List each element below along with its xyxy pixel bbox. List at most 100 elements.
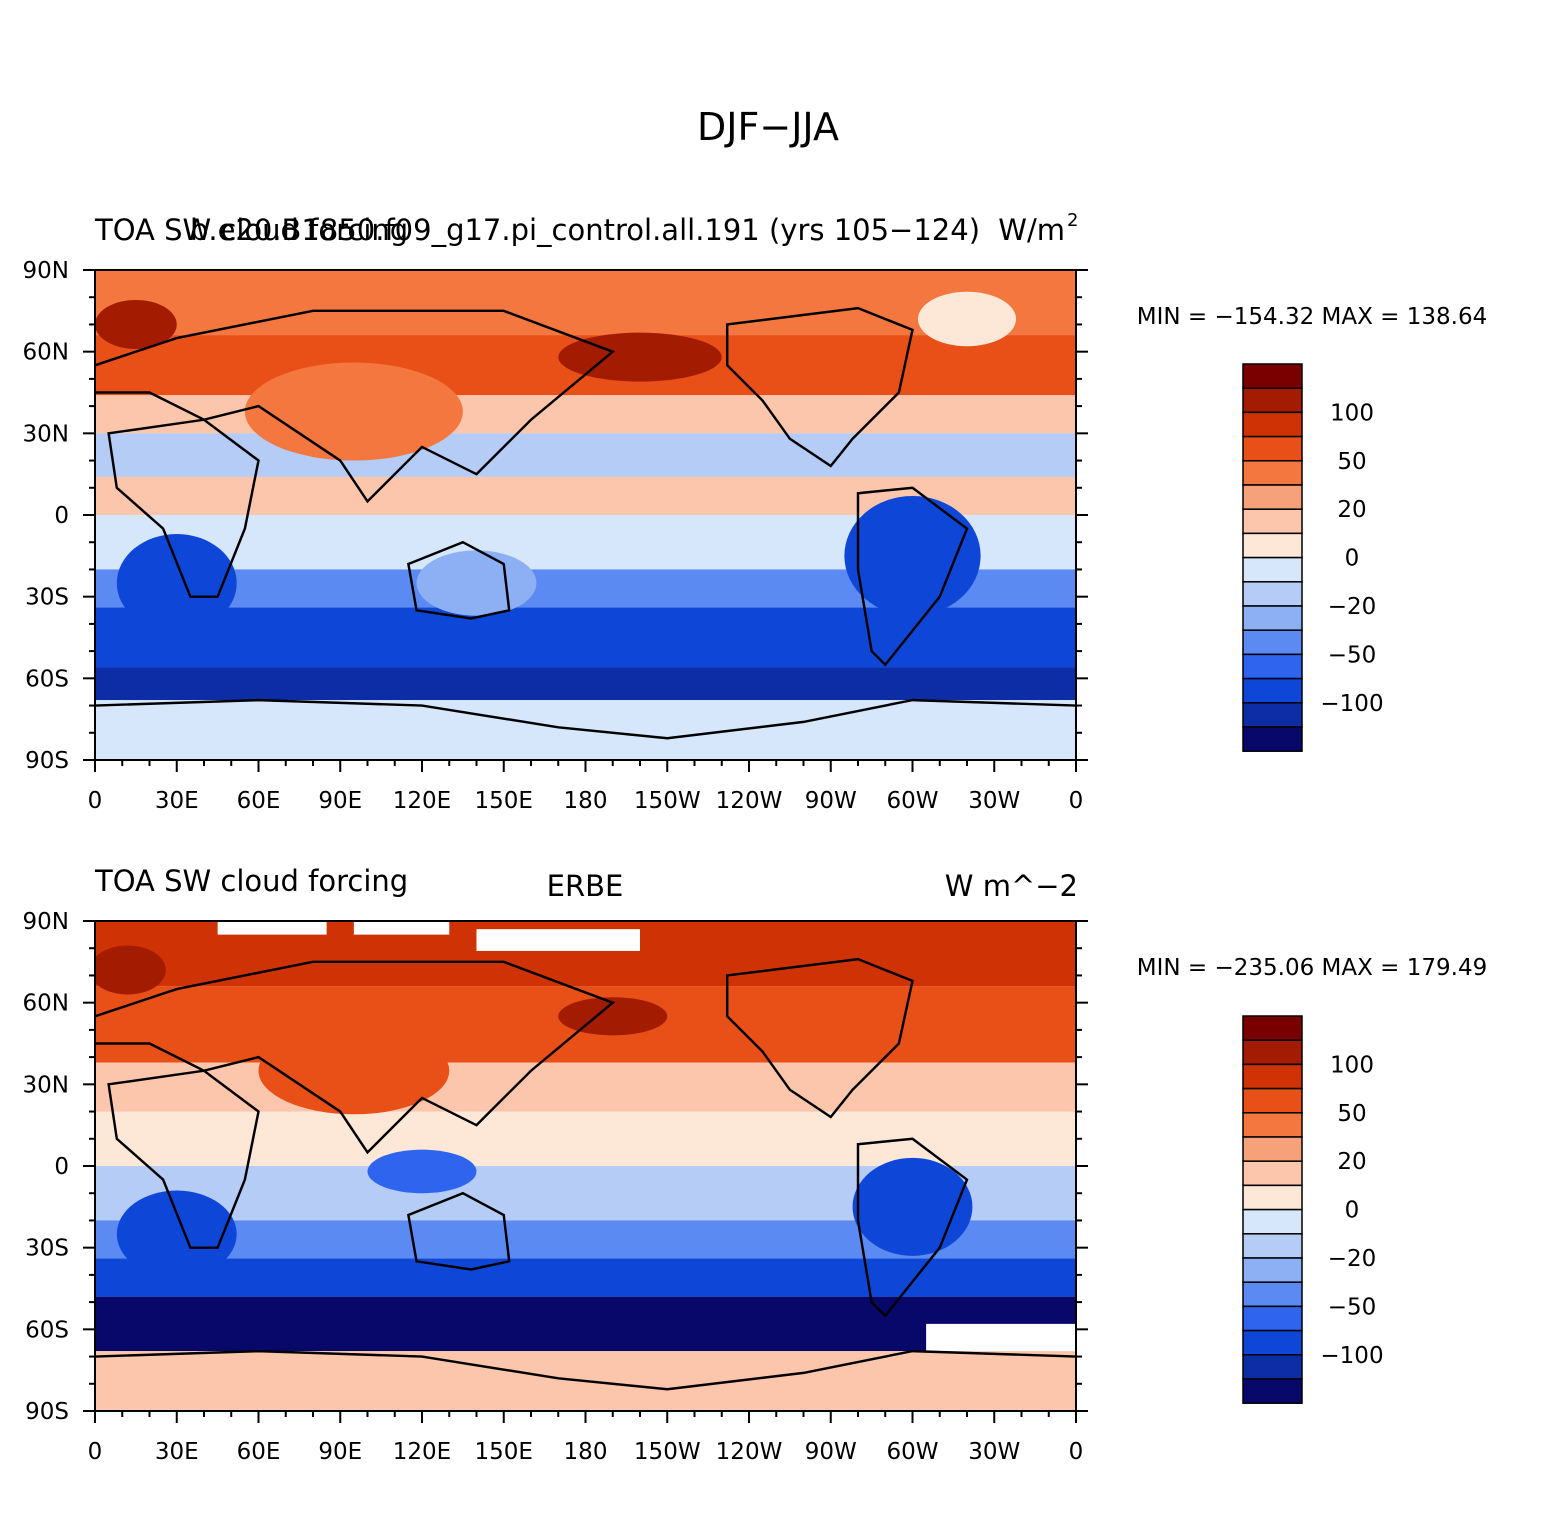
min-max-readout: MIN = −154.32 MAX = 138.64 <box>1137 304 1488 330</box>
coastline-antarctica <box>95 698 1076 740</box>
panel-units: W m^−2 <box>945 869 1078 903</box>
x-tick-label: 150E <box>475 1439 533 1465</box>
x-tick-label: 60E <box>237 1439 281 1465</box>
colorbar: 100 50 20 0 −20 −50 −100 <box>1242 363 1384 752</box>
field-band-southern-ocean <box>95 1258 1076 1297</box>
colorbar-label: 0 <box>1345 546 1360 572</box>
colorbar-swatch <box>1242 532 1303 559</box>
x-tick-label: 120E <box>393 788 451 814</box>
x-tick-label: 30E <box>155 1439 199 1465</box>
x-tick-label: 150W <box>634 1439 701 1465</box>
colorbar-label: 50 <box>1337 449 1366 475</box>
colorbar-swatch <box>1242 629 1303 656</box>
colorbar-swatch <box>1242 363 1303 389</box>
panel-center-title: ERBE <box>547 869 624 903</box>
x-tick-label: 0 <box>88 788 103 814</box>
field-band-subtropics <box>95 1062 1076 1112</box>
coastline-eurasia <box>95 960 616 1155</box>
x-tick-label: 0 <box>1069 788 1084 814</box>
min-max-readout: MIN = −235.06 MAX = 179.49 <box>1137 955 1488 981</box>
x-tick-label: 0 <box>88 1439 103 1465</box>
colorbar-swatch <box>1242 460 1303 486</box>
x-tick-label: 180 <box>564 1439 608 1465</box>
coastline-north-america <box>725 957 914 1119</box>
field-band-storm-track <box>95 667 1076 701</box>
coastline-australia <box>406 1191 511 1271</box>
field-asia-high <box>258 1027 450 1115</box>
colorbar-swatch <box>1242 1184 1303 1211</box>
map-field <box>95 270 1076 760</box>
colorbar-swatch <box>1242 581 1303 607</box>
colorbar-swatch <box>1242 1233 1303 1259</box>
field-band-north-tropics <box>95 433 1076 477</box>
coastline-south-america <box>856 486 969 667</box>
colorbar-swatch <box>1242 1208 1303 1235</box>
missing-data-1 <box>217 921 327 935</box>
missing-data-2 <box>353 921 450 935</box>
field-band-storm-track <box>95 1296 1076 1352</box>
colorbar-swatch <box>1242 1015 1303 1041</box>
x-tick-label: 150W <box>634 788 701 814</box>
x-tick-label: 30E <box>155 788 199 814</box>
x-tick-label: 60W <box>886 1439 938 1465</box>
colorbar-swatch <box>1242 1257 1303 1283</box>
y-tick-label: 30N <box>23 1072 69 1098</box>
panel-center-title: b.e20.B1850.f09_g17.pi_control.all.191 (… <box>190 213 980 247</box>
coastline-antarctica <box>95 1349 1076 1391</box>
colorbar-swatch <box>1242 653 1303 680</box>
x-tick-label: 120W <box>716 1439 783 1465</box>
y-tick-label: 60N <box>23 340 69 366</box>
coastline-africa <box>107 1069 260 1249</box>
panel-left-title: TOA SW cloud forcing <box>94 213 408 247</box>
figure-title: DJF−JJA <box>697 105 839 149</box>
x-tick-label: 150E <box>475 788 533 814</box>
field-band-subtropics <box>95 395 1076 434</box>
panel-left-title: TOA SW cloud forcing <box>94 864 408 898</box>
y-tick-label: 0 <box>54 1154 69 1180</box>
colorbar-swatch <box>1242 1087 1303 1114</box>
y-tick-label: 30N <box>23 421 69 447</box>
x-tick-label: 120W <box>716 788 783 814</box>
field-africa-low <box>116 1190 237 1278</box>
colorbar-label: −100 <box>1320 1343 1383 1369</box>
map-plot: 0 30E 60E 90E 120E 150E 180 150W 120W 90W 60W 30W 0 … <box>23 258 1088 814</box>
field-max-europe <box>95 945 166 995</box>
colorbar-label: 50 <box>1337 1101 1366 1127</box>
x-tick-label: 90E <box>318 788 362 814</box>
field-amazon-low <box>852 1157 973 1256</box>
colorbar-label: 100 <box>1330 400 1374 426</box>
panel-units: W/m <box>998 213 1065 247</box>
y-tick-label: 30S <box>25 1236 69 1262</box>
x-tick-label: 60W <box>886 788 938 814</box>
colorbar-swatch <box>1242 435 1303 462</box>
colorbar-label: 0 <box>1345 1198 1360 1224</box>
x-tick-label: 120E <box>393 1439 451 1465</box>
colorbar-swatch <box>1242 1378 1303 1404</box>
colorbar-swatch <box>1242 1354 1303 1380</box>
model-panel: TOA SW cloud forcing b.e20.B1850.f09_g17… <box>23 210 1488 814</box>
map-plot: 0 30E 60E 90E 120E 150E 180 150W 120W 90W 60W 30W 0 … <box>23 909 1088 1465</box>
coastline-eurasia <box>95 309 616 504</box>
observation-panel: TOA SW cloud forcing ERBE W m^−2 MIN = −… <box>23 864 1488 1465</box>
colorbar-label: −50 <box>1328 1294 1377 1320</box>
field-africa-low <box>116 534 237 633</box>
field-greenland <box>917 291 1017 347</box>
field-indonesia-low <box>367 1149 477 1194</box>
missing-data-3 <box>476 929 640 951</box>
colorbar-swatch <box>1242 1305 1303 1332</box>
colorbar-label: −50 <box>1328 642 1377 668</box>
colorbar-swatch <box>1242 556 1303 583</box>
x-tick-label: 90E <box>318 1439 362 1465</box>
y-tick-label: 0 <box>54 503 69 529</box>
coastline-australia <box>406 540 511 620</box>
colorbar-swatch <box>1242 677 1303 704</box>
colorbar-swatch <box>1242 1160 1303 1187</box>
colorbar-swatch <box>1242 1329 1303 1356</box>
colorbar-swatch <box>1242 1112 1303 1138</box>
colorbar-swatch <box>1242 702 1303 728</box>
coastline-north-america <box>725 306 914 468</box>
x-tick-label: 0 <box>1069 1439 1084 1465</box>
x-tick-label: 30W <box>968 1439 1020 1465</box>
colorbar-swatch <box>1242 1039 1303 1066</box>
